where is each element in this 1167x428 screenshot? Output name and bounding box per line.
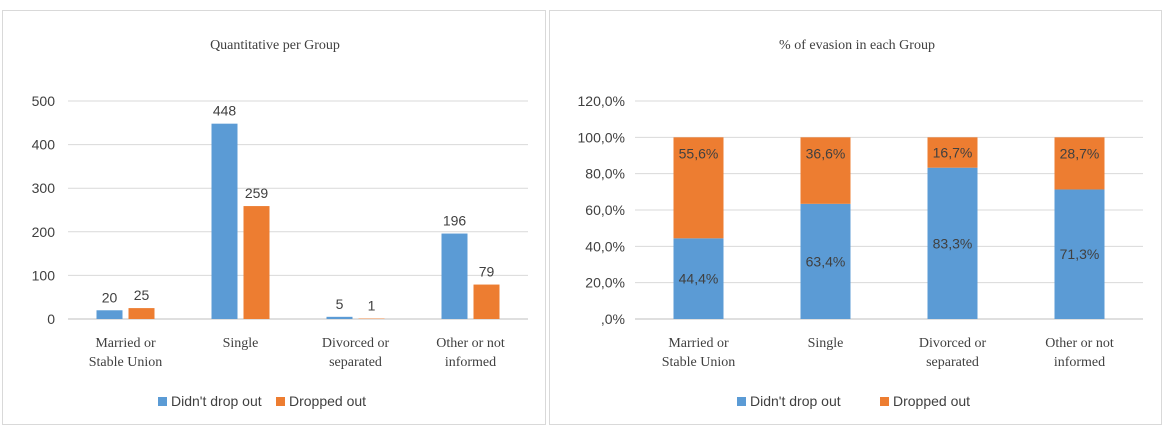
data-label: 36,6% [806, 145, 846, 161]
x-tick-label: Married or [95, 336, 156, 351]
evasion-chart: % of evasion in each Group ,0% 20,0% 40,0% 6… [578, 38, 1143, 409]
legend-swatch [880, 397, 889, 406]
bar-dropped-out [243, 206, 270, 319]
data-label: 259 [245, 185, 269, 201]
x-tick-label: separated [329, 355, 382, 370]
bar-dropped-out [473, 284, 500, 319]
x-tick-label: informed [1054, 355, 1105, 370]
bar-didnt-drop-out [441, 233, 468, 319]
x-tick-label: Stable Union [662, 355, 736, 370]
data-label: 196 [443, 213, 467, 229]
legend-swatch [158, 397, 167, 406]
x-tick-label: Other or not [436, 336, 505, 351]
data-label: 1 [368, 298, 376, 314]
data-label: 28,7% [1060, 145, 1100, 161]
legend-label: Dropped out [893, 393, 970, 409]
y-tick-label: 100,0% [578, 129, 625, 145]
legend-label: Dropped out [289, 393, 366, 409]
chart-title: Quantitative per Group [210, 38, 340, 53]
legend-label: Didn't drop out [750, 393, 841, 409]
x-tick-label: separated [926, 355, 979, 370]
x-tick-label: Married or [668, 336, 729, 351]
y-tick-label: 500 [32, 93, 56, 109]
y-tick-label: 80,0% [585, 166, 625, 182]
data-label: 448 [213, 103, 237, 119]
y-tick-label: 0 [47, 311, 55, 327]
data-label: 55,6% [679, 145, 719, 161]
x-tick-label: Single [223, 336, 259, 351]
bar-dropped-out [1054, 137, 1105, 190]
bar-dropped-out [927, 137, 978, 168]
bar-didnt-drop-out [927, 167, 978, 319]
data-label: 5 [336, 296, 344, 312]
y-tick-label: ,0% [601, 311, 625, 327]
chart-title: % of evasion in each Group [779, 38, 935, 53]
chart-panel-evasion: % of evasion in each Group ,0% 20,0% 40,0% 6… [549, 10, 1162, 425]
data-label: 83,3% [933, 235, 973, 251]
bar-didnt-drop-out [673, 238, 724, 319]
x-tick-label: Stable Union [89, 355, 163, 370]
quantitative-chart: Quantitative per Group 0 100 200 300 400 500 20… [32, 38, 528, 409]
x-tick-label: Other or not [1045, 336, 1114, 351]
x-tick-label: Divorced or [919, 336, 987, 351]
legend-label: Didn't drop out [171, 393, 262, 409]
y-tick-label: 200 [32, 224, 56, 240]
y-tick-label: 400 [32, 137, 56, 153]
data-label: 63,4% [806, 253, 846, 269]
data-label: 16,7% [933, 145, 973, 161]
x-tick-label: informed [445, 355, 496, 370]
bar-dropped-out [673, 137, 724, 239]
y-tick-label: 60,0% [585, 202, 625, 218]
y-tick-label: 20,0% [585, 275, 625, 291]
data-label: 20 [102, 289, 118, 305]
data-label: 79 [479, 264, 495, 280]
bar-didnt-drop-out [211, 123, 238, 319]
bar-dropped-out [800, 137, 851, 204]
bar-dropped-out [128, 308, 155, 319]
y-tick-label: 100 [32, 267, 56, 283]
legend-swatch [276, 397, 285, 406]
y-tick-label: 300 [32, 180, 56, 196]
y-tick-label: 40,0% [585, 238, 625, 254]
y-tick-label: 120,0% [578, 93, 625, 109]
bar-didnt-drop-out [326, 316, 353, 319]
data-label: 25 [134, 287, 150, 303]
x-tick-label: Divorced or [322, 336, 390, 351]
bar-didnt-drop-out [96, 310, 123, 319]
bar-didnt-drop-out [1054, 189, 1105, 319]
bar-didnt-drop-out [800, 203, 851, 319]
data-label: 44,4% [679, 271, 719, 287]
data-label: 71,3% [1060, 246, 1100, 262]
x-tick-label: Single [808, 336, 844, 351]
chart-panel-quantitative: Quantitative per Group 0 100 200 300 400 500 20… [2, 10, 546, 425]
legend-swatch [737, 397, 746, 406]
